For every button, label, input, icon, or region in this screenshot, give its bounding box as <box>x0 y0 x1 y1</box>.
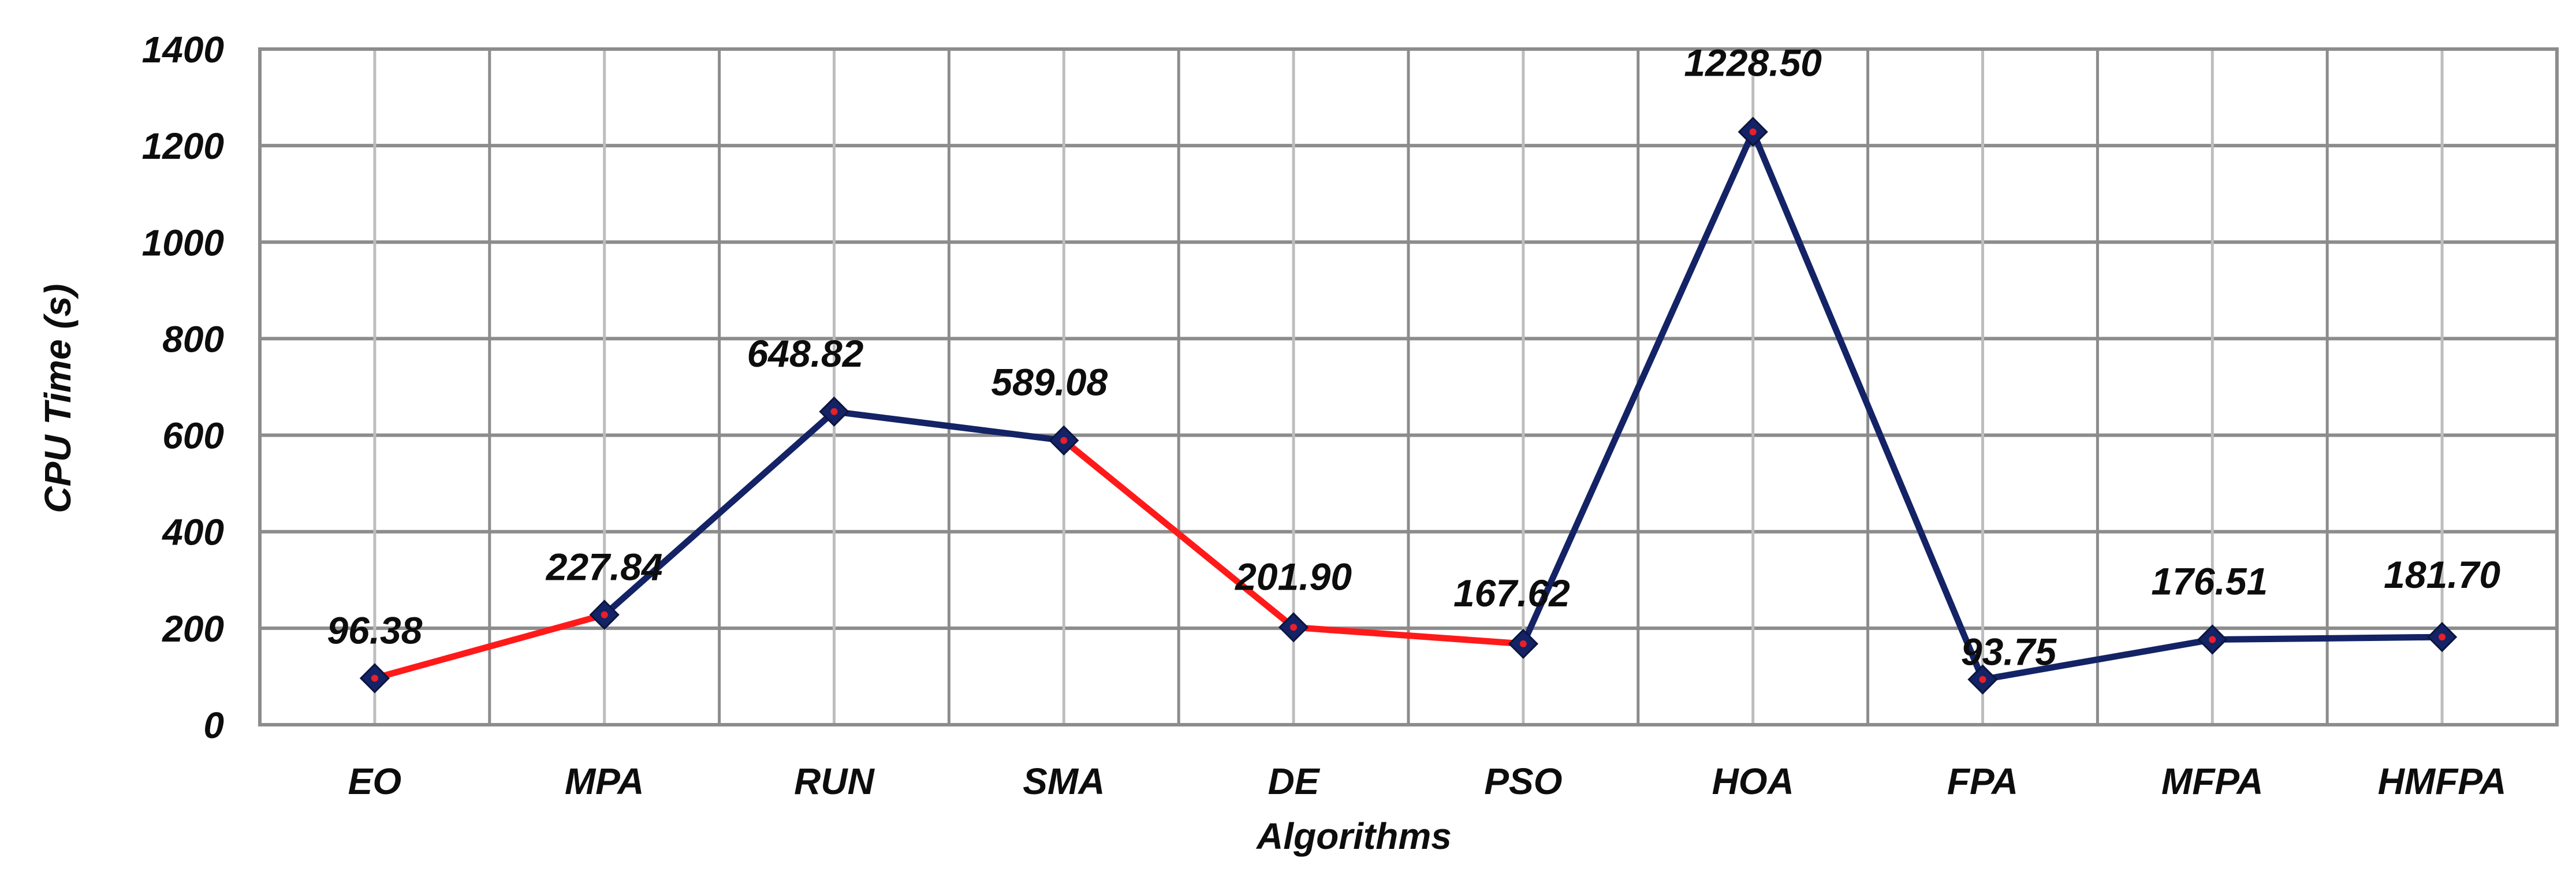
x-tick-label: HMFPA <box>2378 761 2507 802</box>
x-tick-label: EO <box>348 761 401 802</box>
data-label: 176.51 <box>2151 560 2268 602</box>
line-segment <box>1520 128 1757 647</box>
series-lines <box>371 128 2445 683</box>
y-axis-ticks: 0 200 400 600 800 1000 1200 1400 <box>142 29 224 746</box>
data-point-marker-center <box>1519 640 1527 647</box>
y-tick-label: 1200 <box>142 125 224 167</box>
data-label: 589.08 <box>991 361 1108 404</box>
x-tick-label: RUN <box>794 761 875 802</box>
y-axis-title: CPU Time (s) <box>37 284 79 513</box>
y-tick-label: 0 <box>203 705 224 746</box>
line-segment <box>1979 636 2216 683</box>
data-label: 96.38 <box>327 609 422 651</box>
data-label: 648.82 <box>747 332 864 375</box>
y-tick-label: 1000 <box>142 222 224 263</box>
data-labels: 96.38 227.84 648.82 589.08 201.90 167.62 1228.… <box>327 41 2500 673</box>
data-point-marker-center <box>1979 676 1986 683</box>
data-point-marker-center <box>2209 636 2216 643</box>
y-tick-label: 600 <box>162 415 224 457</box>
x-axis-title: Algorithms <box>1255 815 1452 857</box>
y-tick-label: 1400 <box>142 29 224 70</box>
line-segment <box>1060 437 1297 631</box>
series-markers <box>359 117 2458 695</box>
x-axis-ticks: EO MPA RUN SMA DE PSO HOA FPA MFPA HMFPA <box>348 761 2507 802</box>
line-segment <box>1290 624 1527 647</box>
data-point-marker-center <box>601 611 608 618</box>
data-point-marker-center <box>1290 624 1298 631</box>
x-tick-label: FPA <box>1947 761 2018 802</box>
line-segment <box>2209 633 2445 643</box>
plot-area-border <box>258 47 2559 726</box>
y-tick-label: 800 <box>162 318 224 360</box>
x-tick-label: DE <box>1268 761 1321 802</box>
data-label: 93.75 <box>1961 631 2057 673</box>
x-tick-label: PSO <box>1484 761 1562 802</box>
line-segment <box>831 408 1067 444</box>
data-point-marker-center <box>371 674 378 682</box>
line-segment <box>371 612 608 681</box>
x-tick-label: SMA <box>1023 761 1105 802</box>
y-tick-label: 200 <box>162 608 224 650</box>
data-point-marker-center <box>1749 128 1757 136</box>
data-point-marker-center <box>2439 633 2446 641</box>
line-segment <box>1750 128 1986 683</box>
x-tick-label: MPA <box>565 761 644 802</box>
grid-layer <box>258 47 2559 726</box>
data-point-marker-center <box>830 408 838 415</box>
y-tick-label: 400 <box>161 512 224 553</box>
data-point-marker-center <box>1060 437 1068 444</box>
x-tick-label: MFPA <box>2161 761 2264 802</box>
line-segment <box>601 408 837 618</box>
x-tick-label: HOA <box>1712 761 1794 802</box>
data-label: 167.62 <box>1453 572 1570 614</box>
data-label: 227.84 <box>545 546 663 588</box>
data-label: 201.90 <box>1234 555 1352 598</box>
data-label: 1228.50 <box>1684 41 1822 84</box>
data-label: 181.70 <box>2384 553 2500 596</box>
